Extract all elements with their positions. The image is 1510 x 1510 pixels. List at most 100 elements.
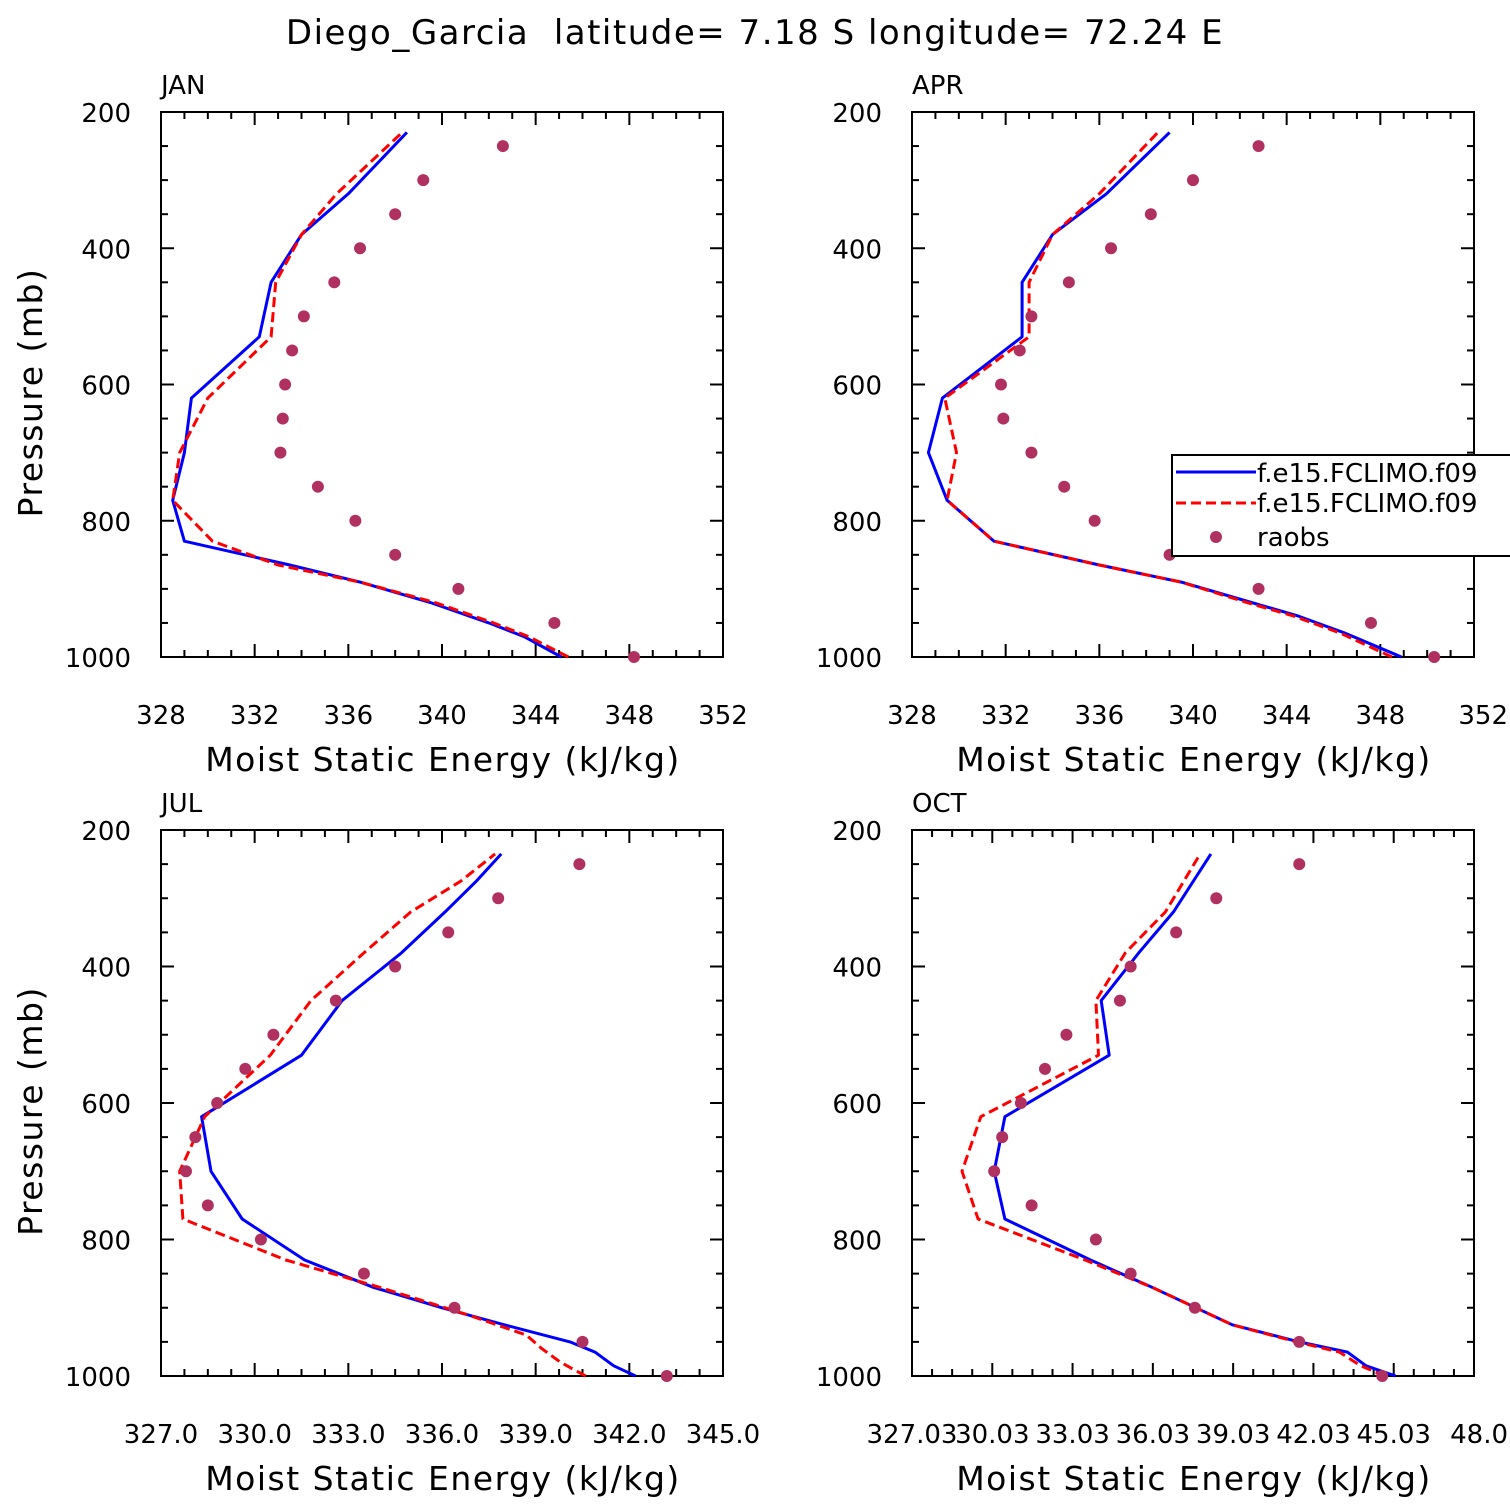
raobs-point [1293, 858, 1306, 871]
raobs-point [1293, 1335, 1306, 1348]
x-tick-label: 330.0 [217, 1420, 291, 1450]
y-tick-label: 1000 [65, 1363, 131, 1393]
raobs-point [492, 892, 505, 905]
panel-label: APR [912, 71, 964, 101]
raobs-point [357, 1267, 370, 1280]
raobs-point [297, 310, 310, 323]
x-tick-label: 336 [1075, 701, 1125, 731]
raobs-point [189, 1131, 202, 1144]
raobs-point [1013, 344, 1026, 357]
x-axis-label: Moist Static Energy (kJ/kg) [205, 1459, 681, 1498]
y-tick-label: 800 [832, 1227, 882, 1257]
raobs-point [389, 548, 402, 561]
panel-label: JAN [159, 71, 205, 101]
raobs-point [1105, 242, 1118, 255]
x-tick-label: 327.0 [124, 1420, 198, 1450]
x-tick-label: 352 [698, 701, 748, 731]
x-axis-label: Moist Static Energy (kJ/kg) [205, 740, 681, 779]
raobs-point [997, 412, 1010, 425]
x-tick-label: 336 [324, 701, 374, 731]
x-tick-label: 348 [1356, 701, 1406, 731]
x-tick-label: 352 [1458, 701, 1508, 731]
raobs-point [548, 616, 561, 629]
x-tick-label: 345.0 [686, 1420, 760, 1450]
raobs-point [996, 1131, 1009, 1144]
raobs-point [1062, 276, 1075, 289]
raobs-point [1088, 514, 1101, 527]
legend-label-2: raobs [1257, 523, 1330, 553]
raobs-point [1124, 1267, 1137, 1280]
raobs-point [328, 276, 341, 289]
x-axis-label: Moist Static Energy (kJ/kg) [956, 740, 1432, 779]
series-line-red-dashed [171, 131, 570, 659]
y-tick-label: 200 [832, 817, 882, 847]
raobs-point [576, 1335, 589, 1348]
y-tick-label: 600 [81, 372, 131, 402]
raobs-point [988, 1165, 1001, 1178]
x-tick-label: 30.03 [955, 1420, 1029, 1450]
raobs-point [239, 1062, 252, 1075]
raobs-point [452, 582, 465, 595]
raobs-point [276, 412, 289, 425]
y-tick-label: 600 [832, 1090, 882, 1120]
figure-title: Diego_Garcia latitude= 7.18 S longitude=… [286, 13, 1224, 53]
raobs-point [211, 1097, 224, 1109]
x-tick-label: 39.03 [1196, 1420, 1270, 1450]
raobs-point [1039, 1062, 1052, 1075]
raobs-point [1025, 1199, 1038, 1212]
y-tick-label: 600 [81, 1090, 131, 1120]
raobs-point [417, 174, 430, 187]
series-line-blue-solid [926, 131, 1402, 659]
raobs-point [1428, 651, 1441, 663]
x-tick-label: 344 [511, 701, 561, 731]
y-tick-label: 400 [81, 235, 131, 265]
x-tick-label: 340 [417, 701, 467, 731]
raobs-point [254, 1233, 267, 1246]
raobs-point [389, 208, 402, 221]
series-line-red-dashed [960, 853, 1386, 1378]
y-tick-label: 200 [832, 99, 882, 129]
raobs-point [1170, 926, 1183, 939]
x-tick-label: 36.03 [1116, 1420, 1190, 1450]
y-tick-label: 800 [81, 508, 131, 538]
x-tick-label: 33.03 [1035, 1420, 1109, 1450]
x-tick-label: 348 [605, 701, 655, 731]
y-tick-label: 200 [81, 817, 131, 847]
x-tick-label: 340 [1168, 701, 1218, 731]
x-axis-label: Moist Static Energy (kJ/kg) [956, 1459, 1432, 1498]
x-tick-label: 48.0 [1450, 1420, 1508, 1450]
legend-label-1: f.e15.FCLIMO.f09 [1257, 489, 1477, 519]
raobs-point [1025, 446, 1038, 459]
legend-swatch-2 [1210, 531, 1222, 543]
raobs-point [274, 446, 287, 459]
y-tick-label: 1000 [65, 644, 131, 674]
raobs-point [1060, 1028, 1073, 1041]
y-tick-label: 800 [81, 1227, 131, 1257]
raobs-point [442, 926, 455, 939]
raobs-point [1252, 140, 1265, 153]
raobs-point [1188, 1301, 1201, 1314]
y-tick-label: 1000 [816, 644, 882, 674]
raobs-point [286, 344, 299, 357]
raobs-point [1144, 208, 1157, 221]
legend-label-0: f.e15.FCLIMO.f09 [1257, 459, 1477, 489]
x-tick-label: 332 [230, 701, 280, 731]
raobs-point [1252, 582, 1265, 595]
panel-label: OCT [912, 789, 967, 819]
raobs-point [573, 858, 586, 871]
raobs-point [1089, 1233, 1102, 1246]
raobs-point [1124, 960, 1137, 973]
raobs-point [628, 651, 641, 663]
y-tick-label: 1000 [816, 1363, 882, 1393]
series-line-red-dashed [178, 852, 587, 1378]
raobs-point [354, 242, 367, 255]
series-line-red-dashed [943, 131, 1393, 659]
x-tick-label: 42.03 [1276, 1420, 1350, 1450]
raobs-point [1364, 616, 1377, 629]
raobs-point [329, 994, 342, 1007]
raobs-point [349, 514, 362, 527]
y-tick-label: 600 [832, 372, 882, 402]
